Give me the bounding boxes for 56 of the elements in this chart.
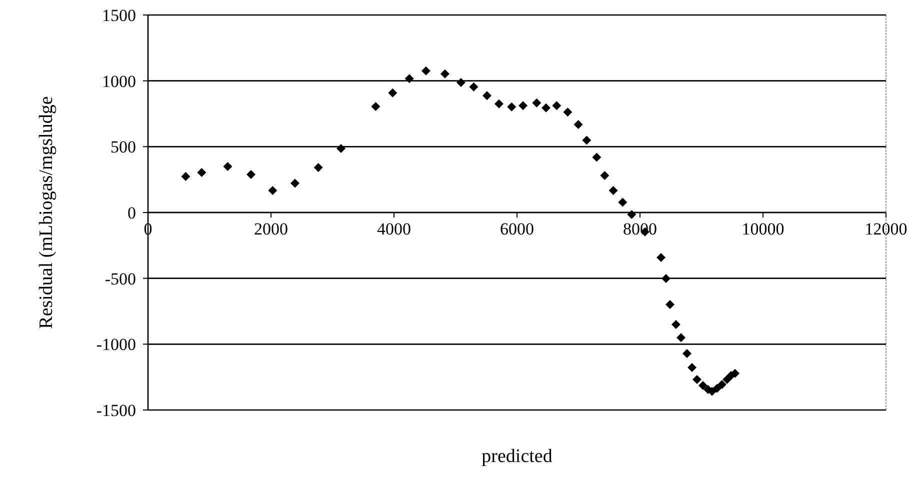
point [246, 170, 256, 179]
y-tick-label: 500 [110, 138, 136, 157]
y-tick-label: 0 [128, 203, 136, 222]
point [404, 74, 414, 84]
x-axis-title: predicted [482, 446, 553, 467]
point [717, 380, 726, 389]
point [542, 103, 551, 112]
point [371, 102, 380, 112]
y-tick-label: -500 [104, 269, 136, 288]
point [456, 78, 466, 88]
point [682, 349, 692, 358]
x-tick-label: 12000 [864, 220, 908, 238]
point [712, 384, 722, 393]
point [181, 172, 190, 182]
point [552, 101, 562, 110]
x-tick-label: 2000 [254, 220, 288, 238]
point [618, 198, 628, 207]
point [223, 162, 232, 172]
x-tick-label: 6000 [500, 220, 534, 238]
point [722, 374, 732, 384]
point [421, 66, 430, 76]
point [563, 108, 572, 117]
point [290, 178, 300, 188]
point [692, 374, 702, 384]
point [507, 102, 516, 112]
point [608, 186, 618, 196]
point [440, 69, 450, 78]
point [676, 333, 686, 342]
point [688, 362, 697, 372]
point [698, 381, 708, 390]
point [518, 101, 528, 110]
x-tick-label: 10000 [742, 220, 784, 238]
point [314, 162, 323, 172]
point [582, 136, 592, 145]
point [574, 120, 583, 130]
point [482, 91, 492, 100]
point [388, 88, 398, 98]
x-tick-label: 4000 [377, 220, 411, 238]
point [662, 274, 671, 283]
y-tick-label: 1500 [102, 6, 136, 25]
y-tick-label: 1000 [102, 72, 136, 91]
point [268, 186, 278, 196]
point [336, 144, 346, 154]
point [532, 98, 542, 108]
point [494, 99, 504, 108]
y-axis-title: Residual (mLbiogas/mgsludge [36, 96, 57, 329]
y-tick-label: -1000 [96, 335, 136, 354]
point [592, 152, 602, 162]
point [656, 253, 666, 262]
point [666, 300, 675, 310]
point [600, 171, 610, 180]
point [671, 320, 680, 330]
point [469, 82, 478, 92]
point [197, 168, 206, 177]
point [627, 210, 636, 219]
y-tick-label: -1500 [96, 400, 136, 420]
